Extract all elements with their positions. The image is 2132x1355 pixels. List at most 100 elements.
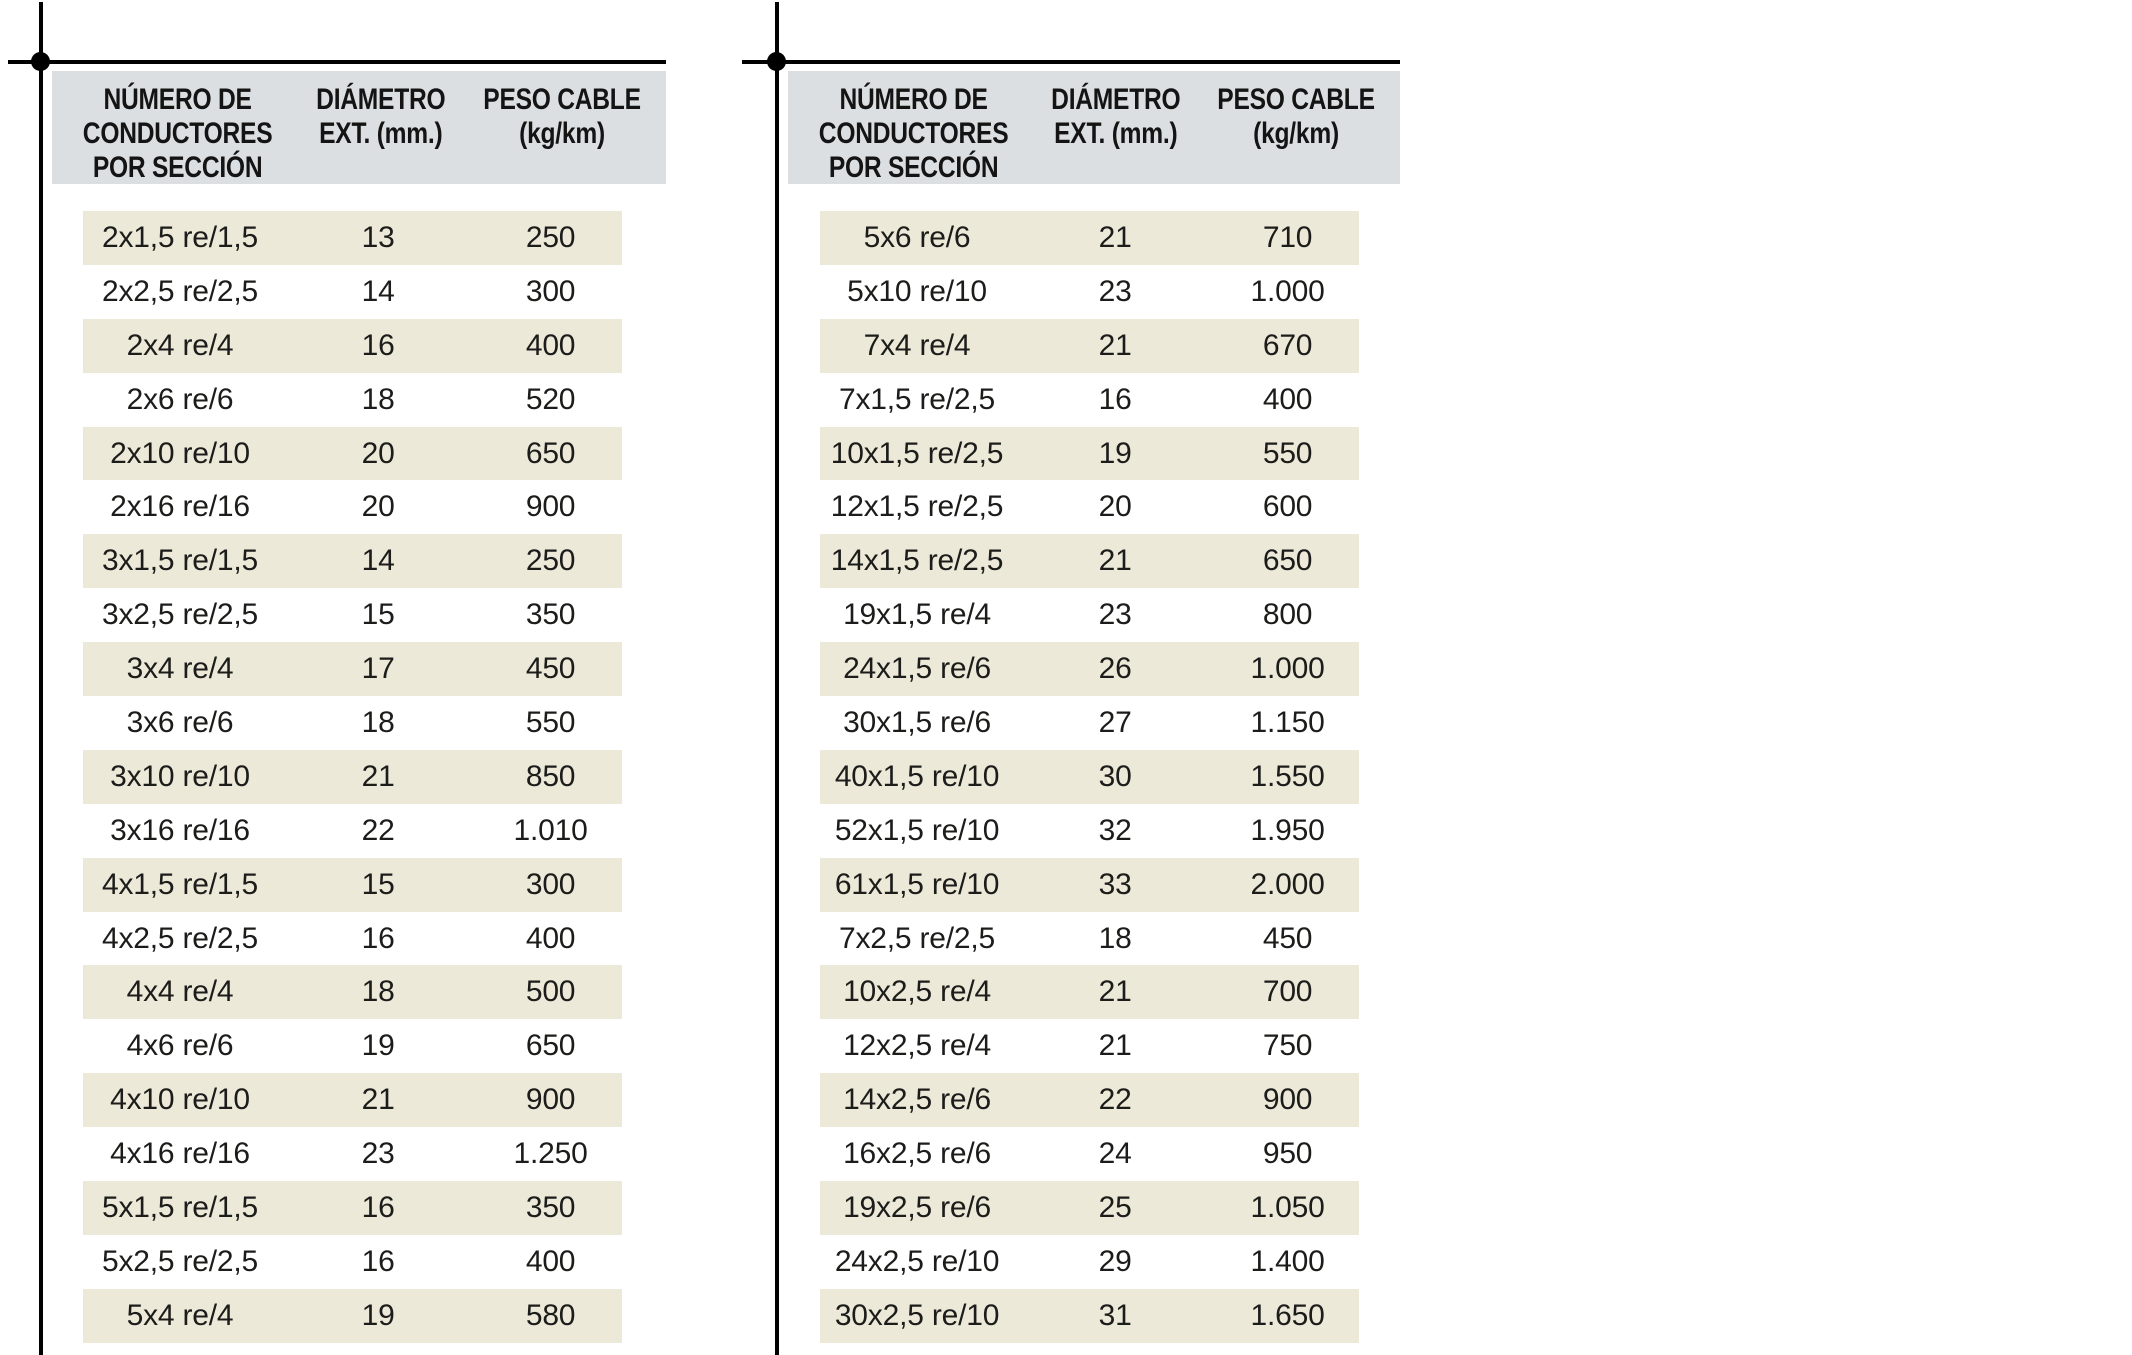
table-row: 2x1,5 re/1,5 13 250	[83, 211, 622, 265]
cell-conductors: 14x2,5 re/6	[843, 1083, 991, 1117]
table-row: 30x2,5 re/10 31 1.650	[820, 1288, 1359, 1343]
crop-mark-vertical-left	[39, 2, 43, 1355]
table-row: 10x1,5 re/2,5 19 550	[820, 426, 1359, 481]
table-row: 30x1,5 re/6 27 1.150	[820, 696, 1359, 750]
cell-diameter: 21	[1098, 328, 1132, 362]
table-header-left: NÚMERO DE CONDUCTORES POR SECCIÓN DIÁMET…	[52, 71, 666, 184]
cell-conductors: 5x10 re/10	[847, 274, 987, 308]
cell-conductors: 7x4 re/4	[863, 328, 971, 362]
cell-conductors: 10x1,5 re/2,5	[830, 436, 1004, 470]
cell-weight: 670	[1262, 328, 1313, 362]
cell-diameter: 16	[361, 1190, 395, 1224]
column-header-weight: PESO CABLE (kg/km)	[457, 71, 666, 184]
table-row: 14x1,5 re/2,5 21 650	[820, 534, 1359, 589]
cell-diameter: 33	[1098, 867, 1132, 901]
cell-conductors: 2x6 re/6	[126, 382, 234, 416]
table-row: 12x2,5 re/4 21 750	[820, 1019, 1359, 1073]
cell-diameter: 22	[1098, 1083, 1132, 1117]
cell-conductors: 61x1,5 re/10	[834, 867, 1000, 901]
table-row: 7x1,5 re/2,5 16 400	[820, 373, 1359, 427]
cell-weight: 710	[1262, 220, 1313, 254]
cell-weight: 400	[525, 1244, 576, 1278]
column-header-label: NÚMERO DE CONDUCTORES POR SECCIÓN	[818, 83, 1009, 184]
table-row: 52x1,5 re/10 32 1.950	[820, 804, 1359, 858]
table-row: 24x1,5 re/6 26 1.000	[820, 642, 1359, 697]
table-row: 4x6 re/6 19 650	[83, 1019, 622, 1073]
cell-conductors: 3x2,5 re/2,5	[101, 598, 259, 632]
table-row: 3x1,5 re/1,5 14 250	[83, 534, 622, 589]
column-header-diameter: DIÁMETRO EXT. (mm.)	[1039, 71, 1192, 184]
table-row: 5x1,5 re/1,5 16 350	[83, 1181, 622, 1235]
table-row: 5x2,5 re/2,5 16 400	[83, 1235, 622, 1289]
cell-conductors: 19x2,5 re/6	[843, 1190, 991, 1224]
column-header-conductors: NÚMERO DE CONDUCTORES POR SECCIÓN	[52, 71, 304, 184]
cell-weight: 1.250	[513, 1137, 588, 1171]
cell-diameter: 29	[1098, 1244, 1132, 1278]
cell-weight: 450	[1262, 921, 1313, 955]
cell-diameter: 21	[1098, 975, 1132, 1009]
cell-weight: 350	[525, 1190, 576, 1224]
cell-diameter: 19	[361, 1298, 395, 1332]
cell-diameter: 19	[361, 1029, 395, 1063]
cell-diameter: 18	[1098, 921, 1132, 955]
cell-conductors: 3x6 re/6	[126, 705, 234, 739]
cell-weight: 300	[525, 867, 576, 901]
cell-diameter: 32	[1098, 813, 1132, 847]
table-row: 3x6 re/6 18 550	[83, 696, 622, 750]
cell-diameter: 20	[361, 490, 395, 524]
table-row: 3x16 re/16 22 1.010	[83, 804, 622, 858]
cell-conductors: 3x4 re/4	[126, 652, 234, 686]
cell-conductors: 30x1,5 re/6	[843, 705, 991, 739]
cell-weight: 750	[1262, 1029, 1313, 1063]
cell-conductors: 52x1,5 re/10	[834, 813, 1000, 847]
cell-conductors: 3x10 re/10	[110, 759, 250, 793]
cell-diameter: 18	[361, 975, 395, 1009]
cell-weight: 450	[525, 652, 576, 686]
cell-conductors: 3x16 re/16	[110, 813, 250, 847]
crop-mark-horizontal-left	[8, 60, 666, 64]
cell-weight: 900	[525, 1083, 576, 1117]
table-row: 2x6 re/6 18 520	[83, 373, 622, 427]
column-header-conductors: NÚMERO DE CONDUCTORES POR SECCIÓN	[788, 71, 1039, 184]
cell-diameter: 15	[361, 598, 395, 632]
cell-conductors: 24x2,5 re/10	[834, 1244, 1000, 1278]
crop-mark-horizontal-right	[742, 60, 1400, 64]
cell-diameter: 26	[1098, 652, 1132, 686]
registration-dot-right	[767, 52, 786, 71]
cell-weight: 850	[525, 759, 576, 793]
cell-diameter: 23	[1098, 598, 1132, 632]
table-row: 3x10 re/10 21 850	[83, 749, 622, 804]
column-header-label: PESO CABLE (kg/km)	[1217, 83, 1375, 150]
table-row: 7x4 re/4 21 670	[820, 318, 1359, 373]
cell-conductors: 4x16 re/16	[110, 1137, 250, 1171]
cell-weight: 550	[1262, 436, 1313, 470]
column-header-diameter: DIÁMETRO EXT. (mm.)	[304, 71, 458, 184]
cell-diameter: 16	[1098, 382, 1132, 416]
cell-diameter: 19	[1098, 436, 1132, 470]
cell-conductors: 7x2,5 re/2,5	[838, 921, 996, 955]
cell-conductors: 2x4 re/4	[126, 328, 234, 362]
cell-diameter: 14	[361, 274, 395, 308]
table-header-right: NÚMERO DE CONDUCTORES POR SECCIÓN DIÁMET…	[788, 71, 1400, 184]
cell-diameter: 16	[361, 328, 395, 362]
cell-conductors: 16x2,5 re/6	[843, 1137, 991, 1171]
table-row: 19x1,5 re/4 23 800	[820, 588, 1359, 642]
cell-weight: 1.000	[1250, 652, 1325, 686]
cell-weight: 400	[525, 328, 576, 362]
cell-conductors: 10x2,5 re/4	[843, 975, 991, 1009]
column-header-label: NÚMERO DE CONDUCTORES POR SECCIÓN	[83, 83, 273, 184]
cell-weight: 700	[1262, 975, 1313, 1009]
cell-diameter: 24	[1098, 1137, 1132, 1171]
cell-conductors: 24x1,5 re/6	[843, 652, 991, 686]
cell-diameter: 21	[1098, 544, 1132, 578]
table-row: 5x4 re/4 19 580	[83, 1288, 622, 1343]
cell-weight: 1.150	[1250, 705, 1325, 739]
cell-weight: 1.010	[513, 813, 588, 847]
cell-weight: 900	[1262, 1083, 1313, 1117]
table-row: 19x2,5 re/6 25 1.050	[820, 1181, 1359, 1235]
cell-weight: 520	[525, 382, 576, 416]
cell-conductors: 4x4 re/4	[126, 975, 234, 1009]
cell-conductors: 5x4 re/4	[126, 1298, 234, 1332]
cell-weight: 400	[1262, 382, 1313, 416]
cell-weight: 1.650	[1250, 1298, 1325, 1332]
